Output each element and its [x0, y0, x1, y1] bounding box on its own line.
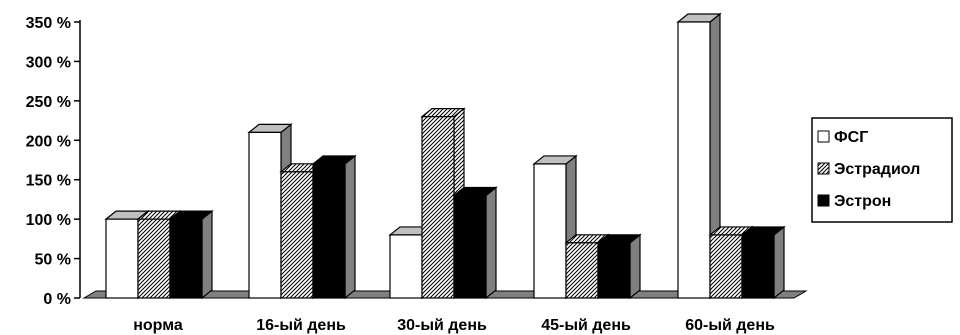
- bar: [452, 186, 498, 300]
- bar-front-face: [312, 163, 346, 299]
- y-tick-label: 200 %: [26, 133, 71, 150]
- legend-entry: ФСГ: [834, 129, 868, 146]
- legend-swatch: [817, 130, 830, 143]
- y-tick-label: 300 %: [26, 54, 71, 71]
- y-tick-label: 0 %: [43, 291, 71, 308]
- bar-side-face: [344, 154, 356, 300]
- x-category-label: норма: [133, 317, 183, 334]
- bar-side-face: [773, 225, 785, 300]
- bar: [596, 233, 642, 300]
- bar-front-face: [105, 218, 139, 299]
- legend-swatch: [817, 162, 830, 175]
- bar: [311, 154, 357, 300]
- bar-front-face: [280, 171, 314, 299]
- bar-front-face: [533, 163, 567, 299]
- legend-entry: Эстрон: [834, 193, 891, 210]
- x-category-label: 45-ый день: [541, 317, 631, 334]
- legend: ФСГ Эстрадиол Эстрон: [811, 117, 953, 223]
- bar-front-face: [137, 218, 171, 299]
- bar-side-face: [485, 186, 497, 300]
- bar: [676, 12, 722, 300]
- bar-group: [104, 12, 786, 300]
- legend-swatch: [817, 194, 830, 207]
- x-category-label: 30-ый день: [397, 317, 487, 334]
- bar-front-face: [597, 242, 631, 299]
- y-tick-label: 350 %: [26, 15, 71, 32]
- y-tick-label: 250 %: [26, 94, 71, 111]
- bar: [740, 225, 786, 300]
- bar-side-face: [201, 209, 213, 300]
- category-labels: норма 16-ый день 30-ый день 45-ый день 60-ый…: [133, 317, 775, 334]
- bar-front-face: [248, 131, 282, 299]
- bar: [168, 209, 214, 300]
- bar-side-face: [629, 233, 641, 300]
- y-axis: 0 % 50 % 100 % 150 % 200 % 250 % 300 % 350 %: [26, 15, 81, 308]
- bar-front-face: [421, 116, 455, 299]
- bar-front-face: [453, 194, 487, 299]
- y-tick-label: 100 %: [26, 212, 71, 229]
- bar-front-face: [741, 234, 775, 299]
- legend-entry: Эстрадиол: [834, 161, 920, 178]
- bar-front-face: [389, 234, 423, 299]
- y-tick-label: 150 %: [26, 173, 71, 190]
- bar-front-face: [709, 234, 743, 299]
- bar-front-face: [169, 218, 203, 299]
- x-category-label: 60-ый день: [685, 317, 775, 334]
- y-tick-label: 50 %: [35, 252, 71, 269]
- bar-front-face: [677, 21, 711, 299]
- legend-box: [811, 117, 953, 223]
- bar-front-face: [565, 242, 599, 299]
- x-category-label: 16-ый день: [256, 317, 346, 334]
